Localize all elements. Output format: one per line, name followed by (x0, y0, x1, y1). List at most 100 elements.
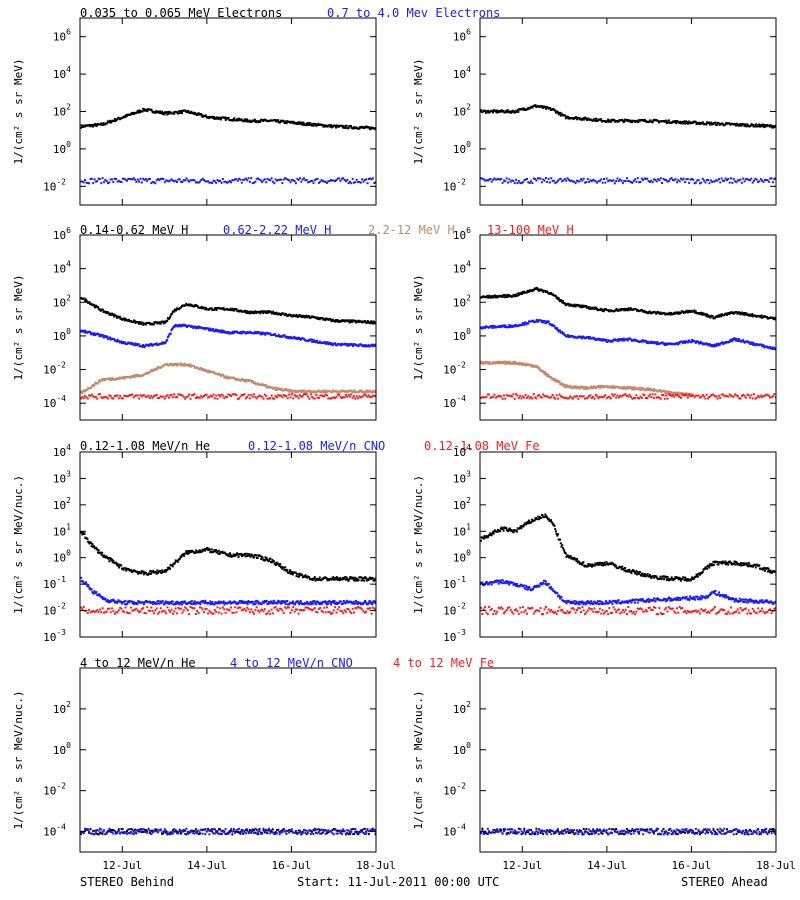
data-point (157, 572, 159, 574)
data-point (658, 312, 661, 315)
data-point (176, 181, 178, 183)
data-point (562, 396, 565, 399)
data-point (636, 309, 639, 311)
data-point (157, 178, 159, 181)
data-point (323, 395, 326, 398)
data-point (171, 179, 174, 182)
data-point (628, 393, 631, 396)
data-point (349, 395, 351, 398)
data-point (521, 324, 523, 326)
data-point (693, 396, 696, 399)
data-point (571, 385, 574, 388)
data-point (162, 395, 165, 398)
data-point (114, 120, 117, 122)
data-point (121, 340, 124, 343)
data-point (489, 178, 492, 180)
data-point (362, 394, 365, 397)
data-point (160, 342, 163, 345)
data-point (262, 397, 265, 400)
data-point (670, 177, 673, 180)
y-axis-label: 1/(cm² s sr MeV) (412, 275, 425, 381)
data-point (198, 325, 200, 328)
data-point (80, 180, 82, 183)
data-point (567, 336, 570, 339)
data-point (294, 571, 297, 574)
data-point (167, 180, 170, 183)
data-point (213, 549, 216, 552)
data-point (335, 395, 338, 398)
data-point (87, 541, 90, 544)
data-point (534, 104, 537, 107)
data-point (761, 179, 764, 182)
data-point (100, 379, 103, 382)
data-point (643, 118, 646, 121)
data-point (92, 544, 95, 547)
data-point (622, 119, 624, 122)
data-point (108, 377, 111, 380)
data-point (615, 308, 618, 310)
data-point (246, 555, 248, 557)
data-point (677, 179, 680, 182)
data-point (671, 394, 674, 397)
data-point (165, 111, 168, 114)
data-point (700, 395, 703, 398)
plot-frame (479, 234, 777, 421)
data-point (128, 318, 130, 321)
data-point (276, 388, 279, 391)
data-point (338, 393, 341, 396)
data-point (339, 179, 342, 182)
data-point (515, 363, 518, 366)
data-point (296, 573, 299, 576)
data-point (246, 118, 248, 121)
data-point (349, 180, 351, 183)
data-point (366, 395, 369, 398)
data-point (181, 394, 184, 397)
data-point (99, 308, 102, 311)
data-point (276, 396, 278, 399)
data-point (160, 112, 163, 114)
data-point (509, 326, 511, 329)
data-point (325, 577, 328, 580)
data-point (299, 394, 301, 397)
data-point (105, 312, 108, 315)
data-point (247, 177, 250, 180)
data-point (183, 554, 186, 557)
data-point (266, 178, 269, 181)
data-point (289, 569, 292, 572)
data-point (109, 600, 112, 603)
data-point (211, 115, 214, 118)
data-point (710, 345, 713, 348)
data-point (104, 597, 107, 600)
data-point (321, 124, 324, 127)
data-point (244, 177, 247, 180)
y-tick-label: 104 (453, 65, 471, 81)
data-point (495, 295, 498, 297)
data-point (267, 178, 270, 181)
data-point (663, 343, 666, 346)
data-point (507, 181, 509, 184)
data-point (624, 393, 627, 396)
plot-area (480, 104, 776, 185)
data-point (745, 312, 748, 315)
data-point (159, 395, 162, 398)
data-point (264, 310, 267, 313)
data-point (521, 181, 524, 184)
data-point (651, 181, 654, 184)
data-point (116, 601, 118, 604)
data-point (193, 364, 195, 367)
data-point (161, 320, 164, 323)
data-point (576, 179, 578, 182)
data-point (180, 306, 183, 309)
legend-label: 0.62-2.22 MeV H (223, 223, 331, 237)
data-point (513, 182, 516, 185)
plot-frame (79, 234, 377, 421)
data-point (732, 395, 735, 398)
data-point (166, 113, 169, 116)
data-point (601, 309, 604, 312)
data-point (111, 178, 114, 181)
data-point (93, 590, 96, 593)
data-point (205, 393, 208, 396)
data-point (212, 179, 215, 182)
data-point (544, 177, 547, 180)
data-point (360, 579, 363, 582)
